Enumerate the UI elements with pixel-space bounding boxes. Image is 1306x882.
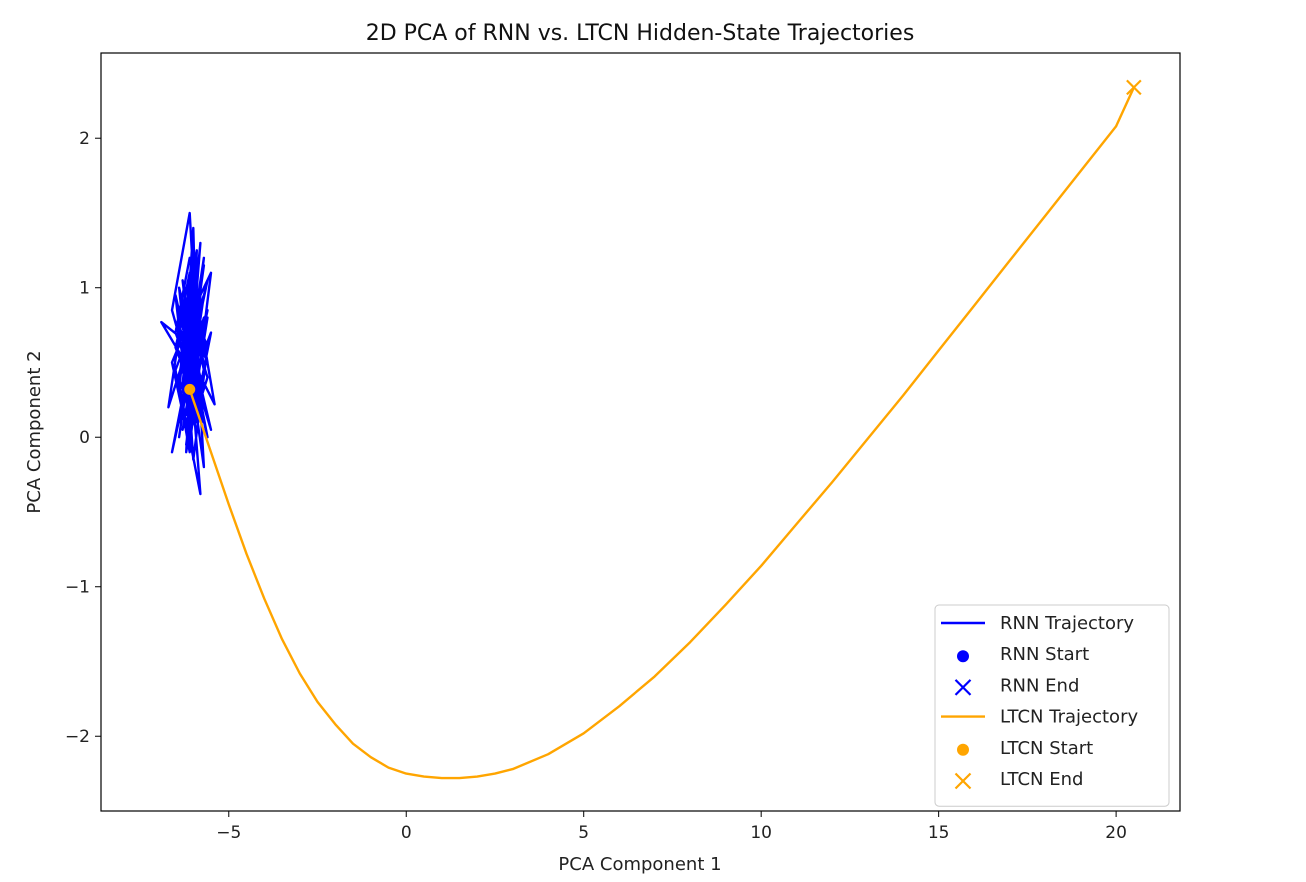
legend: RNN Trajectory RNN Start RNN End LTCN Traje… [934,604,1170,807]
x-tick-label: −5 [216,823,241,843]
axis-ticks: −5 0 5 10 15 20 −2 −1 0 1 2 [65,129,1127,843]
legend-ltcn-end-swatch [954,772,972,790]
y-axis-label: PCA Component 2 [24,350,45,513]
chart-title: 2D PCA of RNN vs. LTCN Hidden-State Traj… [366,21,915,46]
x-tick-label: 15 [928,823,950,843]
y-tick-label: −1 [65,578,90,598]
ltcn-end-marker [1126,79,1142,96]
legend-ltcn-trajectory-label: LTCN Trajectory [1000,707,1138,728]
legend-rnn-end-swatch [954,679,972,696]
legend-rnn-end-label: RNN End [1000,675,1079,696]
x-tick-label: 0 [401,823,412,843]
rnn-end-marker [181,347,198,363]
y-tick-label: 1 [79,279,90,299]
legend-ltcn-start-label: LTCN Start [1000,738,1093,759]
legend-rnn-trajectory-label: RNN Trajectory [1000,613,1134,634]
rnn-trajectory-line [160,211,216,496]
plot-frame [100,52,1181,812]
ltcn-trajectory-line [188,86,1135,780]
plot-area [160,79,1142,780]
y-tick-label: −2 [65,727,90,747]
x-tick-label: 20 [1105,823,1127,843]
legend-rnn-start-swatch [957,650,969,663]
legend-ltcn-end-label: LTCN End [1000,769,1083,790]
legend-ltcn-start-swatch [957,743,969,756]
x-tick-label: 5 [578,823,589,843]
legend-box [934,604,1170,807]
y-tick-label: 0 [79,428,90,448]
ltcn-start-marker [184,383,196,395]
x-axis-label: PCA Component 1 [558,854,721,875]
x-tick-label: 10 [750,823,772,843]
legend-rnn-start-label: RNN Start [1000,644,1089,665]
y-tick-label: 2 [79,129,90,149]
